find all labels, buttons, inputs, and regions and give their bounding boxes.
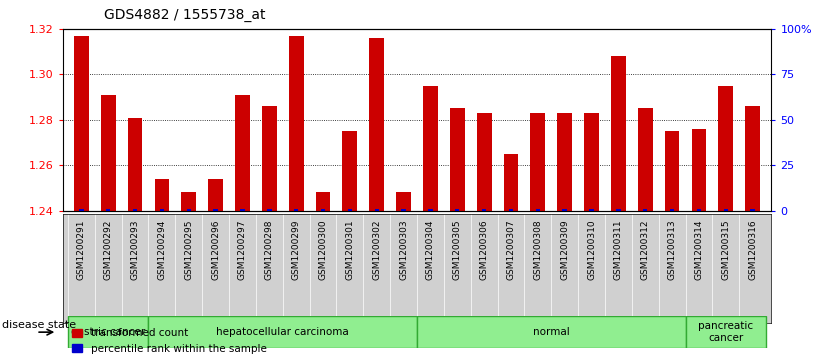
Bar [509,209,513,211]
Text: gastric cancer: gastric cancer [71,327,145,337]
Text: GSM1200293: GSM1200293 [131,220,139,280]
Bar [267,209,272,211]
Text: GSM1200302: GSM1200302 [372,220,381,280]
Bar [128,118,143,211]
Bar [321,209,325,211]
Text: pancreatic
cancer: pancreatic cancer [698,321,753,343]
Bar [154,179,169,211]
Bar [148,316,417,348]
Legend: transformed count, percentile rank within the sample: transformed count, percentile rank withi… [68,324,271,358]
Bar [68,316,148,348]
Bar [638,109,653,211]
Bar [159,209,164,211]
Bar [686,316,766,348]
Text: GSM1200307: GSM1200307 [506,220,515,280]
Text: GSM1200300: GSM1200300 [319,220,328,280]
Bar [504,154,519,211]
Bar [557,113,572,211]
Text: GSM1200306: GSM1200306 [480,220,489,280]
Bar [590,209,594,211]
Text: normal: normal [533,327,570,337]
Bar [718,86,733,211]
Bar [428,209,433,211]
Text: GDS4882 / 1555738_at: GDS4882 / 1555738_at [104,8,266,22]
Bar [450,109,465,211]
Bar [724,209,728,211]
Text: disease state: disease state [2,320,76,330]
Bar [423,86,438,211]
Text: GSM1200313: GSM1200313 [667,220,676,280]
Bar [535,209,540,211]
Bar [187,209,191,211]
Text: GSM1200314: GSM1200314 [695,220,703,280]
Bar [584,113,599,211]
Bar [74,36,88,211]
Text: GSM1200304: GSM1200304 [426,220,435,280]
Bar [208,179,223,211]
Bar [746,106,760,211]
Bar [665,131,680,211]
Text: GSM1200310: GSM1200310 [587,220,596,280]
Text: GSM1200294: GSM1200294 [158,220,167,280]
Text: GSM1200308: GSM1200308 [533,220,542,280]
Bar [343,131,357,211]
Bar [455,209,460,211]
Bar [214,209,218,211]
Text: GSM1200316: GSM1200316 [748,220,757,280]
Bar [79,209,83,211]
Bar [670,209,675,211]
Text: GSM1200315: GSM1200315 [721,220,731,280]
Bar [294,209,299,211]
Text: GSM1200298: GSM1200298 [265,220,274,280]
Bar [696,209,701,211]
Bar [477,113,491,211]
Bar [396,192,411,211]
Bar [417,316,686,348]
Bar [374,209,379,211]
Text: GSM1200299: GSM1200299 [292,220,301,280]
Text: GSM1200309: GSM1200309 [560,220,569,280]
Bar [482,209,486,211]
Text: GSM1200301: GSM1200301 [345,220,354,280]
Text: GSM1200303: GSM1200303 [399,220,408,280]
Text: GSM1200311: GSM1200311 [614,220,623,280]
Bar [616,209,620,211]
Text: GSM1200305: GSM1200305 [453,220,462,280]
Text: GSM1200297: GSM1200297 [238,220,247,280]
Bar [562,209,567,211]
Bar [751,209,755,211]
Bar [101,95,116,211]
Bar [133,209,138,211]
Text: GSM1200295: GSM1200295 [184,220,193,280]
Bar [348,209,352,211]
Bar [235,95,250,211]
Bar [611,56,626,211]
Bar [181,192,196,211]
Bar [240,209,244,211]
Bar [262,106,277,211]
Bar [401,209,406,211]
Text: GSM1200296: GSM1200296 [211,220,220,280]
Text: GSM1200291: GSM1200291 [77,220,86,280]
Bar [315,192,330,211]
Bar [289,36,304,211]
Bar [643,209,647,211]
Text: GSM1200292: GSM1200292 [103,220,113,280]
Bar [530,113,545,211]
Bar [106,209,110,211]
Text: GSM1200312: GSM1200312 [641,220,650,280]
Text: hepatocellular carcinoma: hepatocellular carcinoma [216,327,349,337]
Bar [369,38,384,211]
Bar [691,129,706,211]
